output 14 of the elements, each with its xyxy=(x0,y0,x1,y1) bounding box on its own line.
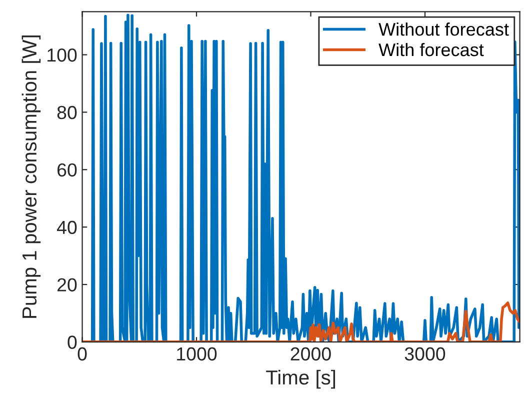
legend-label: With forecast xyxy=(378,42,484,56)
y-tick-label: 80 xyxy=(57,106,77,120)
y-tick-label: 20 xyxy=(57,278,77,292)
x-tick-label: 1000 xyxy=(177,347,217,361)
y-axis-title: Pump 1 power consumption [W] xyxy=(22,36,41,318)
legend-label: Without forecast xyxy=(378,22,509,36)
y-tick-label: 60 xyxy=(58,163,77,177)
x-tick-label: 2000 xyxy=(290,347,331,361)
y-tick-label: 40 xyxy=(56,220,77,234)
x-tick-label: 0 xyxy=(78,347,87,361)
x-axis-title: Time [s] xyxy=(266,370,336,389)
y-tick-label: 0 xyxy=(68,336,77,349)
x-tick-label: 3000 xyxy=(404,347,446,361)
y-tick-label: 100 xyxy=(48,48,77,62)
